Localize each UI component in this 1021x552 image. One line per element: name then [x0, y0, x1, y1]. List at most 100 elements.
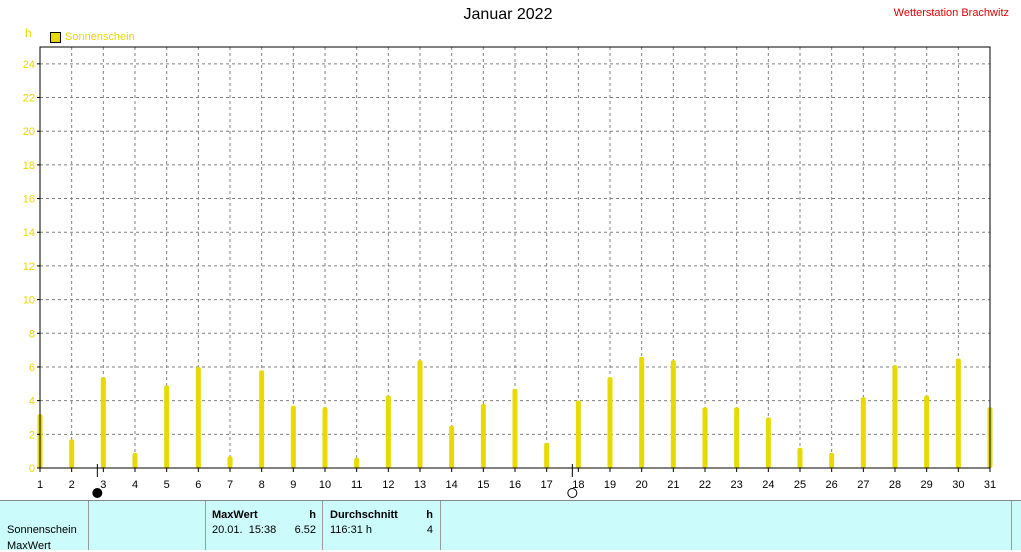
bar-28: [892, 365, 898, 468]
bar-27: [860, 397, 866, 468]
legend: Sonnenschein: [50, 31, 135, 43]
legend-label: Sonnenschein: [65, 31, 135, 43]
stats-row-label-2: MaxWert: [7, 540, 51, 552]
x-tick-label: 26: [826, 479, 838, 491]
bar-3: [100, 377, 106, 468]
y-tick-label: 2: [29, 429, 35, 441]
x-tick-label: 20: [636, 479, 648, 491]
y-axis-unit: h: [25, 26, 32, 40]
bar-6: [195, 366, 201, 468]
bar-13: [417, 360, 423, 468]
avg-total: 116:31 h: [330, 524, 373, 536]
max-datetime: 20.01. 15:38: [212, 524, 277, 536]
bar-16: [512, 388, 518, 468]
bar-15: [480, 404, 486, 468]
bar-8: [259, 370, 265, 468]
x-tick-label: 4: [132, 479, 138, 491]
full-moon-icon: [567, 488, 578, 498]
x-tick-label: 30: [952, 479, 964, 491]
bar-17: [544, 442, 550, 468]
stats-panel: Sonnenschein MaxWert MaxWert h 20.01. 15…: [0, 500, 1021, 552]
x-tick-label: 16: [509, 479, 521, 491]
stats-empty-cell: [89, 501, 206, 550]
bar-23: [734, 407, 740, 468]
bar-18: [575, 400, 581, 468]
legend-swatch: [50, 31, 61, 43]
max-value: 6.52: [294, 524, 316, 536]
bar-24: [765, 417, 771, 468]
x-tick-label: 3: [100, 479, 106, 491]
x-tick-label: 23: [731, 479, 743, 491]
x-tick-label: 17: [541, 479, 553, 491]
x-tick-label: 31: [984, 479, 996, 491]
y-tick-label: 18: [23, 160, 35, 172]
y-tick-label: 16: [23, 194, 35, 206]
y-tick-label: 10: [23, 295, 35, 307]
x-tick-label: 8: [259, 479, 265, 491]
x-tick-label: 7: [227, 479, 233, 491]
bars: [37, 356, 993, 468]
station-name: Wetterstation Brachwitz: [893, 7, 1009, 19]
x-tick-label: 18: [572, 479, 584, 491]
x-tick-label: 1: [37, 479, 43, 491]
chart-title: Januar 2022: [463, 6, 553, 23]
x-tick-label: 24: [762, 479, 774, 491]
bar-5: [164, 385, 170, 468]
bar-4: [132, 452, 138, 468]
x-tick-label: 14: [446, 479, 458, 491]
stats-label-cell: Sonnenschein MaxWert: [0, 501, 89, 552]
bar-20: [639, 356, 645, 468]
x-tick-label: 13: [414, 479, 426, 491]
x-tick-label: 10: [319, 479, 331, 491]
bar-9: [290, 405, 296, 468]
x-ticks: 1 2 3 4 5 6 7 8 9 10 11 12 13 14 15 16 17 18 19 20 21 22 23 24 2…: [37, 468, 996, 491]
y-tick-label: 22: [23, 93, 35, 105]
max-header: MaxWert: [212, 509, 258, 521]
y-tick-label: 0: [29, 463, 35, 475]
x-tick-label: 11: [351, 479, 362, 491]
max-unit: h: [309, 509, 316, 521]
bar-10: [322, 407, 328, 468]
x-tick-label: 29: [921, 479, 933, 491]
bar-25: [797, 447, 803, 468]
x-tick-label: 25: [794, 479, 806, 491]
x-tick-label: 22: [699, 479, 711, 491]
bar-22: [702, 407, 708, 468]
stats-right-edge: [1011, 501, 1012, 550]
stats-avg-cell: Durchschnitt h 116:31 h 4: [323, 501, 441, 550]
x-tick-label: 5: [164, 479, 170, 491]
bar-12: [385, 395, 391, 468]
bar-26: [829, 452, 835, 468]
bar-11: [354, 457, 360, 468]
bar-2: [69, 439, 75, 468]
avg-header: Durchschnitt: [330, 509, 398, 521]
x-tick-label: 12: [382, 479, 394, 491]
y-tick-label: 20: [23, 126, 35, 138]
x-tick-label: 28: [889, 479, 901, 491]
x-tick-label: 2: [69, 479, 75, 491]
bar-14: [449, 425, 455, 468]
bar-21: [670, 360, 676, 468]
bar-30: [955, 358, 961, 468]
y-tick-label: 24: [23, 59, 35, 71]
x-tick-label: 9: [290, 479, 296, 491]
stats-max-cell: MaxWert h 20.01. 15:38 6.52: [206, 501, 323, 550]
y-tick-label: 14: [23, 227, 35, 239]
stats-row-label: Sonnenschein: [7, 524, 77, 536]
bar-19: [607, 377, 613, 468]
x-tick-label: 27: [857, 479, 869, 491]
x-tick-label: 6: [195, 479, 201, 491]
y-tick-label: 6: [29, 362, 35, 374]
new-moon-icon: [92, 488, 103, 498]
moon-markers: [92, 464, 578, 498]
bar-7: [227, 456, 233, 468]
avg-value: 4: [426, 524, 433, 536]
avg-unit: h: [426, 509, 433, 521]
bar-29: [924, 395, 930, 468]
y-tick-label: 4: [29, 396, 35, 408]
x-tick-label: 21: [667, 479, 679, 491]
x-tick-label: 19: [604, 479, 616, 491]
y-tick-label: 12: [23, 261, 35, 273]
